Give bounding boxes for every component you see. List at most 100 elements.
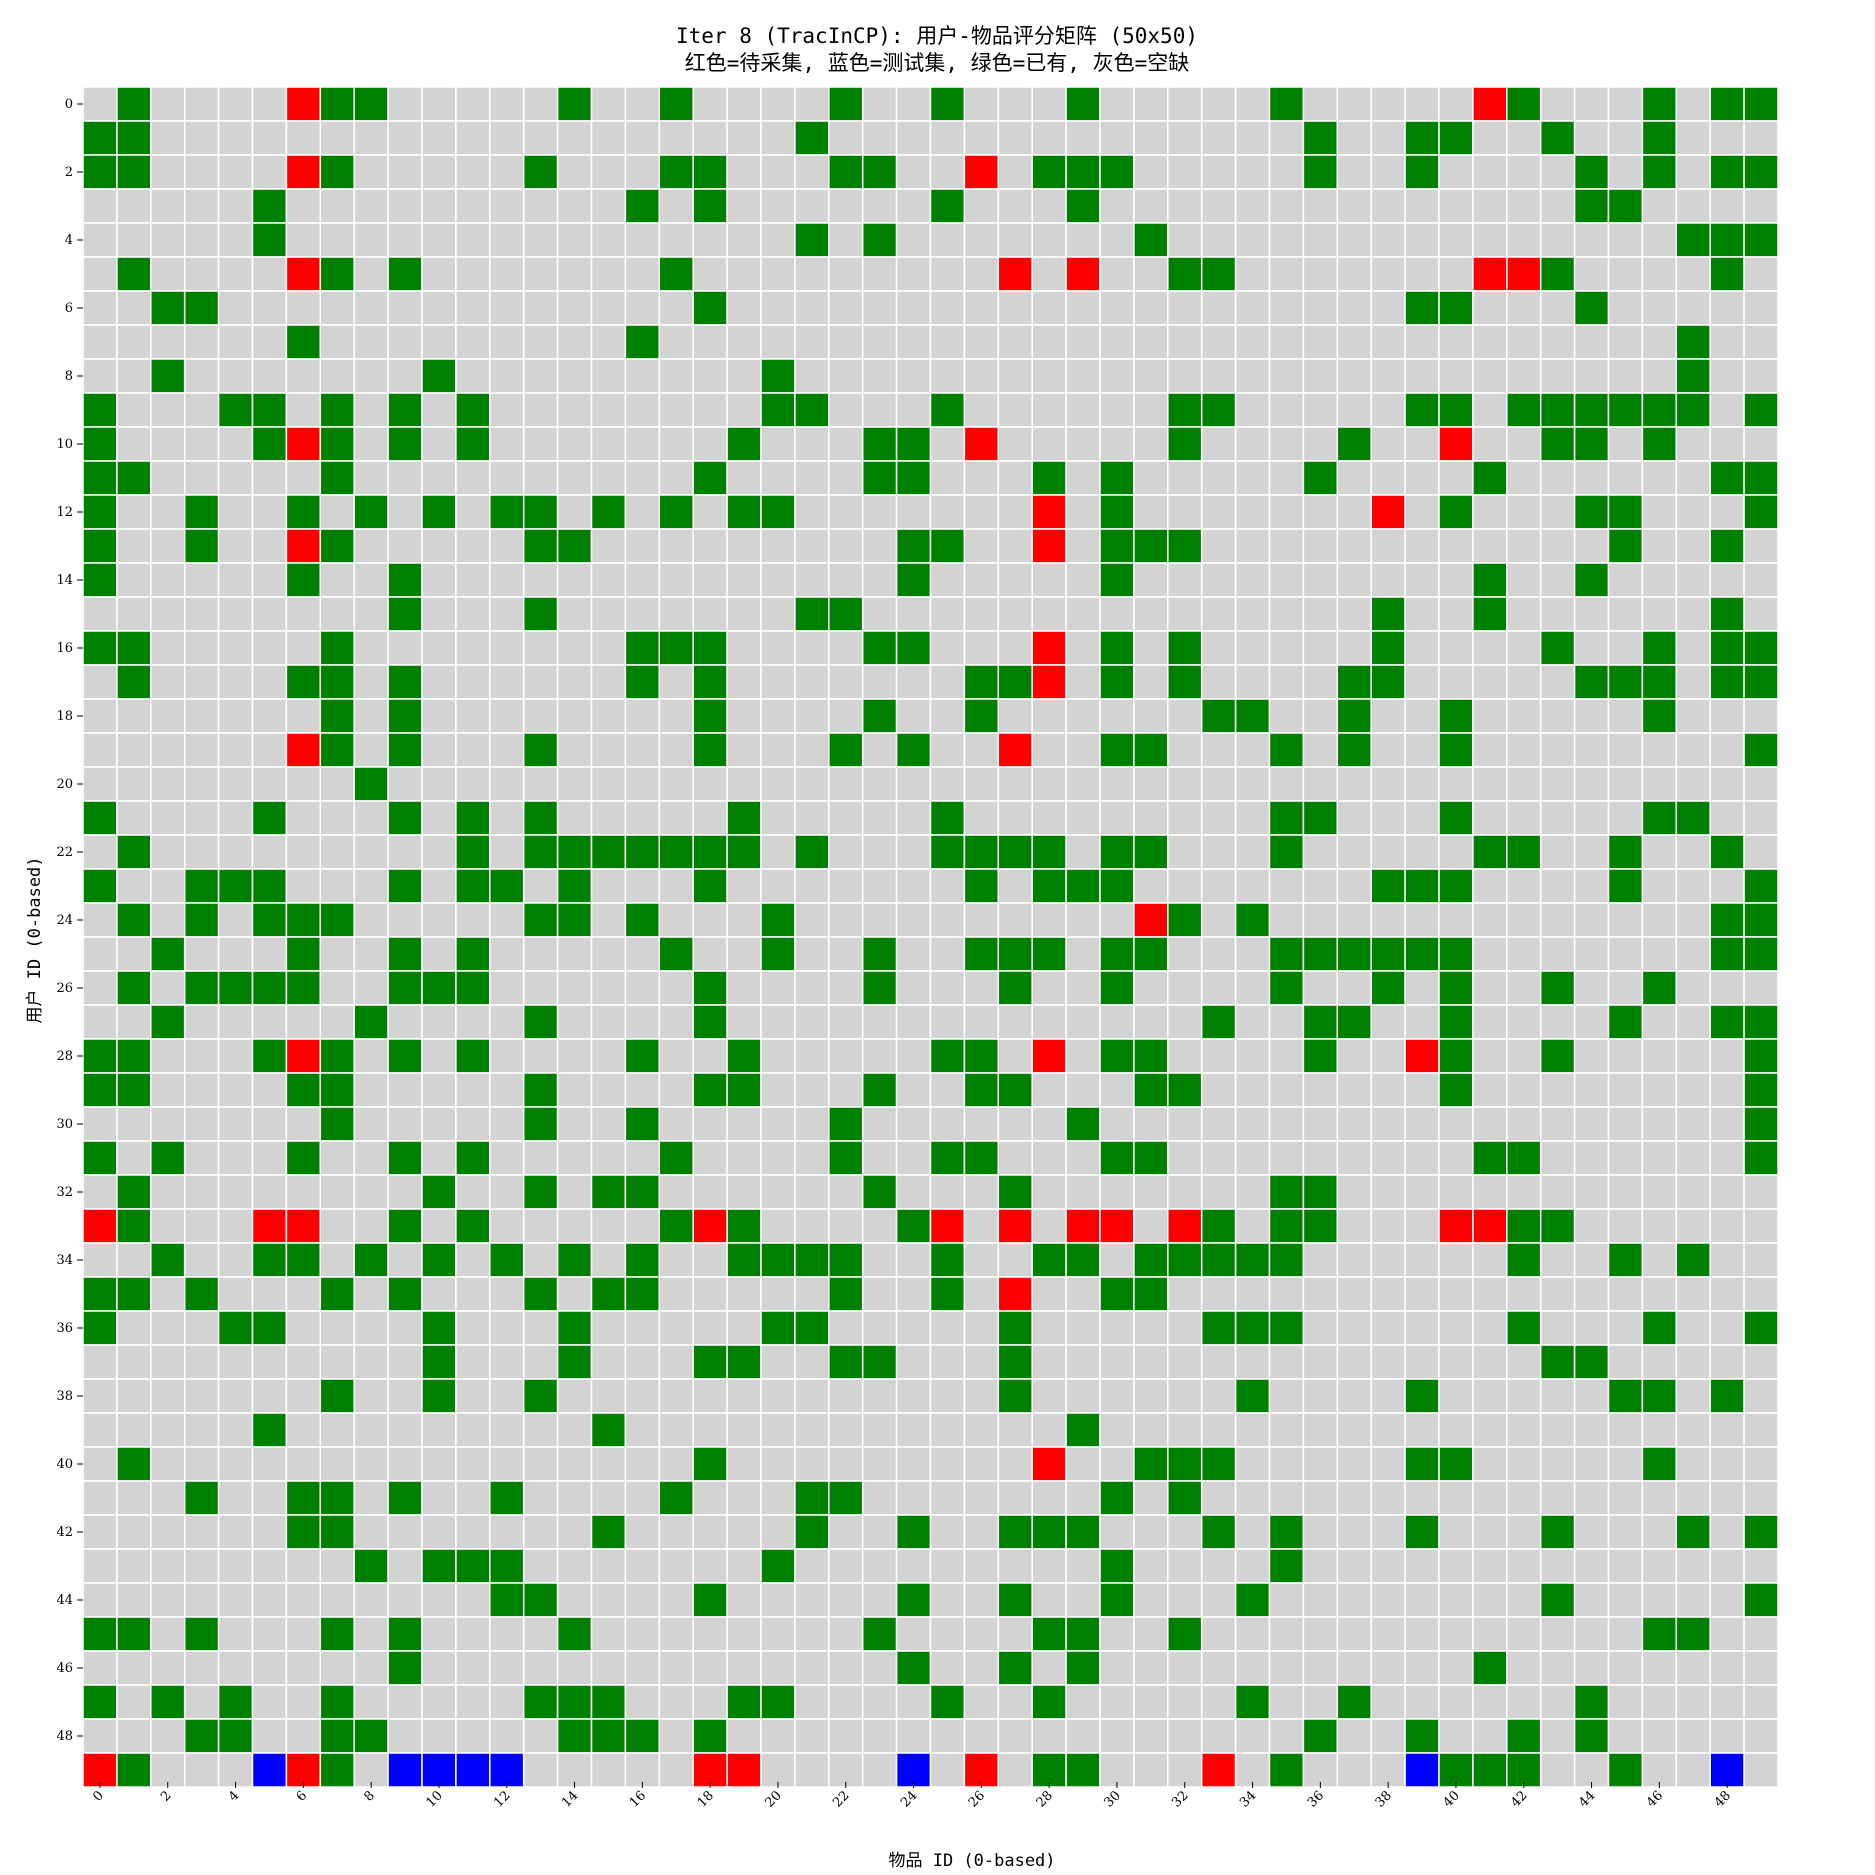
empty-cell <box>217 1106 254 1142</box>
y-tick-label: 0 <box>65 97 73 112</box>
empty-cell <box>1031 222 1067 258</box>
empty-cell <box>1404 1650 1440 1686</box>
empty-cell <box>1573 1616 1610 1652</box>
empty-cell <box>861 1446 898 1482</box>
empty-cell <box>658 1650 694 1686</box>
empty-cell <box>1472 1174 1508 1210</box>
empty-cell <box>828 1174 864 1210</box>
existing-cell <box>1404 868 1440 904</box>
empty-cell <box>1336 1582 1372 1618</box>
empty-cell <box>556 1582 593 1618</box>
empty-cell <box>522 1140 559 1176</box>
empty-cell <box>963 766 1000 802</box>
empty-cell <box>760 1004 796 1040</box>
empty-cell <box>1607 460 1644 496</box>
empty-cell <box>760 698 796 734</box>
to-collect-cell <box>1031 494 1067 530</box>
existing-cell <box>1573 494 1610 530</box>
x-tick-label: 26 <box>966 1788 988 1810</box>
existing-cell <box>319 1106 355 1142</box>
empty-cell <box>387 120 423 156</box>
empty-cell <box>150 154 186 190</box>
existing-cell <box>1133 528 1169 564</box>
empty-cell <box>1675 1582 1711 1618</box>
existing-cell <box>1268 970 1305 1006</box>
empty-cell <box>895 188 932 224</box>
empty-cell <box>794 970 830 1006</box>
empty-cell <box>1031 766 1067 802</box>
empty-cell <box>828 188 864 224</box>
empty-cell <box>183 188 220 224</box>
empty-cell <box>1641 1684 1678 1720</box>
empty-cell <box>997 698 1033 734</box>
existing-cell <box>624 664 661 700</box>
empty-cell <box>895 86 932 122</box>
empty-cell <box>183 630 220 666</box>
empty-cell <box>251 1480 288 1516</box>
empty-cell <box>1404 1616 1440 1652</box>
existing-cell <box>455 936 491 972</box>
empty-cell <box>1539 936 1576 972</box>
empty-cell <box>861 1480 898 1516</box>
empty-cell <box>895 800 932 836</box>
existing-cell <box>1607 1004 1644 1040</box>
empty-cell <box>217 1548 254 1584</box>
existing-cell <box>217 1684 254 1720</box>
empty-cell <box>1302 1684 1339 1720</box>
empty-cell <box>319 834 355 870</box>
empty-cell <box>1268 1106 1305 1142</box>
empty-cell <box>1607 154 1644 190</box>
existing-cell <box>895 528 932 564</box>
empty-cell <box>1607 1480 1644 1516</box>
empty-cell <box>1302 1446 1339 1482</box>
existing-cell <box>1268 800 1305 836</box>
existing-cell <box>1065 1514 1101 1550</box>
existing-cell <box>760 936 796 972</box>
empty-cell <box>82 1378 118 1414</box>
empty-cell <box>726 732 762 768</box>
empty-cell <box>828 1752 864 1788</box>
empty-cell <box>692 1514 728 1550</box>
empty-cell <box>319 1242 355 1278</box>
empty-cell <box>1709 1718 1745 1754</box>
empty-cell <box>1573 1242 1610 1278</box>
existing-cell <box>421 1378 457 1414</box>
empty-cell <box>150 528 186 564</box>
empty-cell <box>319 596 355 632</box>
empty-cell <box>997 1446 1033 1482</box>
empty-cell <box>997 86 1033 122</box>
empty-cell <box>1234 664 1271 700</box>
to-collect-cell <box>1438 1208 1474 1244</box>
existing-cell <box>1268 732 1305 768</box>
empty-cell <box>455 324 491 360</box>
empty-cell <box>895 392 932 428</box>
existing-cell <box>1438 1004 1474 1040</box>
existing-cell <box>624 630 661 666</box>
empty-cell <box>183 596 220 632</box>
existing-cell <box>929 188 966 224</box>
empty-cell <box>895 1242 932 1278</box>
existing-cell <box>1336 1004 1372 1040</box>
empty-cell <box>726 1310 762 1346</box>
empty-cell <box>1539 1718 1576 1754</box>
empty-cell <box>217 732 254 768</box>
empty-cell <box>251 766 288 802</box>
existing-cell <box>1167 664 1203 700</box>
empty-cell <box>1539 1072 1576 1108</box>
empty-cell <box>624 936 661 972</box>
empty-cell <box>217 1072 254 1108</box>
existing-cell <box>1675 1616 1711 1652</box>
empty-cell <box>116 324 152 360</box>
empty-cell <box>455 188 491 224</box>
empty-cell <box>1506 494 1542 530</box>
existing-cell <box>455 970 491 1006</box>
empty-cell <box>692 766 728 802</box>
empty-cell <box>217 154 254 190</box>
existing-cell <box>387 1616 423 1652</box>
empty-cell <box>1234 1344 1271 1380</box>
empty-cell <box>1302 256 1339 292</box>
empty-cell <box>726 256 762 292</box>
existing-cell <box>1709 154 1745 190</box>
empty-cell <box>794 154 830 190</box>
